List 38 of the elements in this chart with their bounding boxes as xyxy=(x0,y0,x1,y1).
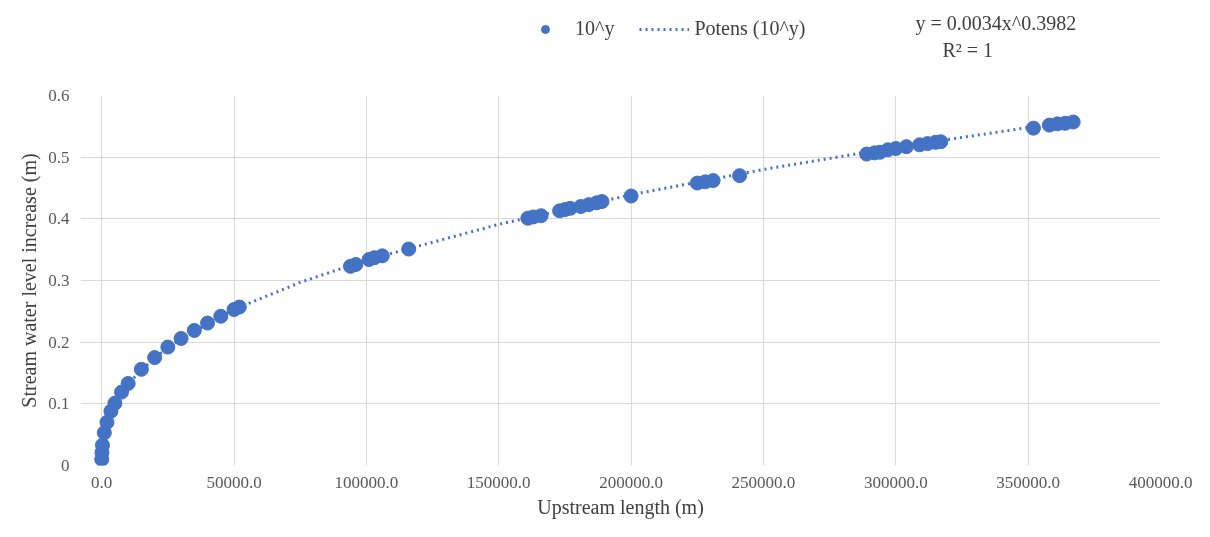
point xyxy=(732,168,748,184)
point xyxy=(120,376,136,391)
y-tick-label: 0.4 xyxy=(48,209,70,229)
point xyxy=(200,315,216,331)
x-tick-label: 150000.0 xyxy=(466,472,531,492)
x-tick-label: 100000.0 xyxy=(334,472,399,492)
x-tick-label: 50000.0 xyxy=(206,472,262,492)
point xyxy=(623,188,639,204)
y-tick-label: 0.1 xyxy=(48,394,70,414)
point xyxy=(173,330,189,346)
x-tick-label: 0.0 xyxy=(91,472,113,492)
y-tick-label: 0 xyxy=(61,456,70,475)
legend-label: 10^y xyxy=(575,17,615,40)
point xyxy=(160,339,176,355)
x-tick-label: 400000.0 xyxy=(1128,472,1193,492)
y-tick-label: 0.3 xyxy=(48,271,70,290)
x-tick-label: 300000.0 xyxy=(863,472,928,492)
y-tick-label: 0.5 xyxy=(48,147,70,167)
x-tick-label: 200000.0 xyxy=(599,472,663,492)
text: y = 0.0034x^0.3982 xyxy=(915,11,1077,35)
x-tick-label: 350000.0 xyxy=(996,472,1061,492)
x-axis-title: Upstream length (m) xyxy=(537,495,704,519)
legend-label: Potens (10^y) xyxy=(694,17,806,40)
point xyxy=(213,308,229,324)
text: R² = 1 xyxy=(942,38,994,61)
y-tick-label: 0.6 xyxy=(48,86,70,105)
y-axis-title: Stream water level increase (m) xyxy=(18,153,42,408)
point xyxy=(1025,120,1041,136)
point xyxy=(107,395,123,411)
point xyxy=(186,322,202,338)
x-tick-label: 250000.0 xyxy=(731,472,796,492)
point xyxy=(348,256,364,272)
point xyxy=(401,241,417,257)
point xyxy=(147,350,163,366)
point xyxy=(898,139,914,155)
point xyxy=(374,248,390,264)
y-tick-label: 0.2 xyxy=(48,332,70,352)
point xyxy=(133,361,149,377)
